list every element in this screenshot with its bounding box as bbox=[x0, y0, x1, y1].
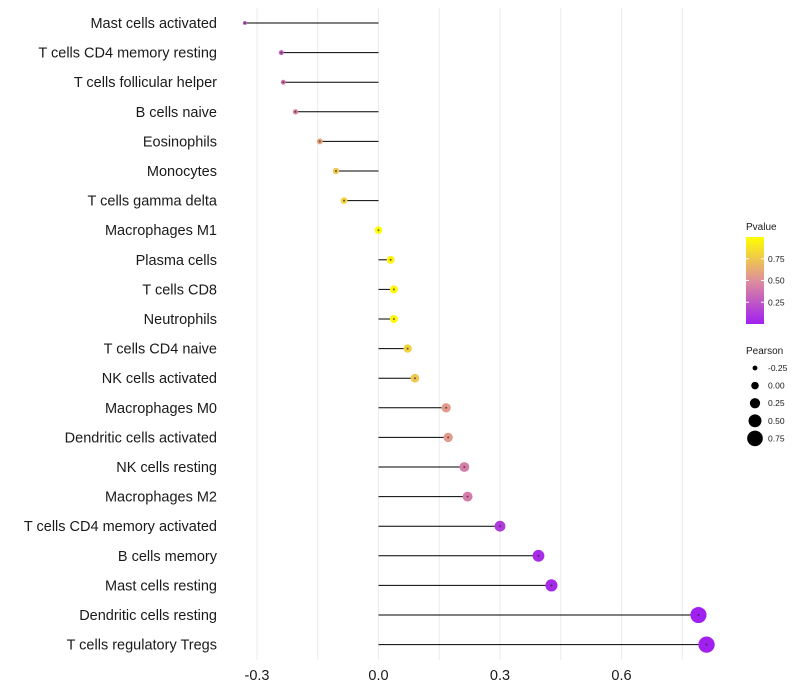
colorbar-tick-label: 0.75 bbox=[768, 254, 785, 264]
x-axis-tick-labels: -0.3 0.0 0.3 0.6 bbox=[245, 668, 632, 684]
lollipop-segments bbox=[244, 22, 707, 646]
pearson-legend-label: 0.00 bbox=[768, 381, 785, 391]
pearson-legend-title: Pearson bbox=[746, 346, 783, 357]
data-point-center bbox=[447, 436, 450, 439]
category-label: Macrophages M2 bbox=[105, 490, 217, 506]
colorbar-tick-label: 0.50 bbox=[768, 276, 785, 286]
category-label: Neutrophils bbox=[144, 312, 217, 328]
pearson-legend-dot bbox=[748, 414, 762, 428]
category-label: Plasma cells bbox=[136, 253, 217, 269]
data-point-center bbox=[392, 318, 395, 320]
category-label: Eosinophils bbox=[143, 134, 217, 150]
pearson-legend-label: 0.75 bbox=[768, 433, 785, 443]
data-point-center bbox=[392, 288, 395, 291]
category-label: T cells CD8 bbox=[142, 282, 217, 298]
data-point-center bbox=[537, 554, 540, 557]
category-label: NK cells resting bbox=[116, 460, 217, 476]
category-label: T cells follicular helper bbox=[74, 75, 217, 91]
data-point-center bbox=[377, 229, 380, 232]
pearson-legend-dot bbox=[751, 381, 759, 390]
category-label: T cells CD4 memory activated bbox=[24, 519, 217, 535]
data-point-center bbox=[243, 22, 246, 24]
pvalue-legend: Pvalue 0.25 0.50 0.75 bbox=[746, 222, 785, 324]
x-tick-label: -0.3 bbox=[245, 668, 270, 684]
category-label: T cells regulatory Tregs bbox=[67, 638, 217, 654]
data-point-center bbox=[343, 199, 346, 202]
data-point-center bbox=[499, 525, 501, 528]
x-tick-label: 0.6 bbox=[611, 668, 631, 684]
category-label: T cells CD4 naive bbox=[104, 342, 217, 358]
pearson-legend: Pearson -0.25 0.00 0.25 0.50 0.75 bbox=[746, 346, 788, 447]
category-label: B cells memory bbox=[118, 549, 218, 565]
data-point-center bbox=[463, 466, 466, 468]
category-label: B cells naive bbox=[136, 105, 217, 121]
category-label: T cells CD4 memory resting bbox=[38, 46, 217, 62]
lollipop-points bbox=[242, 21, 715, 653]
pvalue-legend-title: Pvalue bbox=[746, 222, 777, 233]
colorbar-tick-label: 0.25 bbox=[768, 297, 785, 307]
data-point-center bbox=[389, 258, 392, 261]
pearson-legend-label: 0.50 bbox=[768, 416, 785, 426]
pearson-legend-items: -0.25 0.00 0.25 0.50 0.75 bbox=[747, 363, 788, 447]
category-label: NK cells activated bbox=[102, 371, 217, 387]
data-point-center bbox=[466, 495, 469, 498]
data-point-center bbox=[294, 110, 297, 113]
data-point-center bbox=[413, 377, 416, 380]
category-label: Mast cells resting bbox=[105, 578, 217, 594]
category-label: T cells gamma delta bbox=[88, 194, 218, 210]
category-label: Macrophages M1 bbox=[105, 223, 217, 239]
x-tick-label: 0.3 bbox=[490, 668, 510, 684]
pvalue-colorbar-ticks: 0.25 0.50 0.75 bbox=[746, 254, 785, 307]
data-point-center bbox=[445, 406, 448, 409]
pearson-legend-dot bbox=[752, 365, 758, 371]
data-point-center bbox=[705, 643, 708, 646]
pvalue-colorbar bbox=[746, 237, 764, 324]
data-point-center bbox=[697, 614, 700, 616]
data-point-center bbox=[550, 584, 553, 587]
category-label: Monocytes bbox=[147, 164, 217, 180]
data-point-center bbox=[280, 51, 283, 54]
category-label: Dendritic cells resting bbox=[79, 608, 217, 624]
data-point-center bbox=[282, 81, 285, 84]
pearson-legend-label: 0.25 bbox=[768, 398, 785, 408]
x-tick-label: 0.0 bbox=[368, 668, 388, 684]
data-point-center bbox=[406, 347, 409, 350]
category-label: Mast cells activated bbox=[90, 16, 217, 32]
category-label: Dendritic cells activated bbox=[65, 430, 217, 446]
pearson-legend-dot bbox=[749, 398, 761, 409]
grid-lines bbox=[256, 8, 683, 660]
pearson-legend-dot bbox=[747, 430, 763, 447]
pearson-legend-label: -0.25 bbox=[768, 363, 788, 373]
data-point-center bbox=[334, 170, 337, 172]
category-label: Macrophages M0 bbox=[105, 401, 217, 417]
category-labels: Mast cells activated T cells CD4 memory r… bbox=[24, 16, 218, 654]
data-point-center bbox=[318, 140, 321, 143]
